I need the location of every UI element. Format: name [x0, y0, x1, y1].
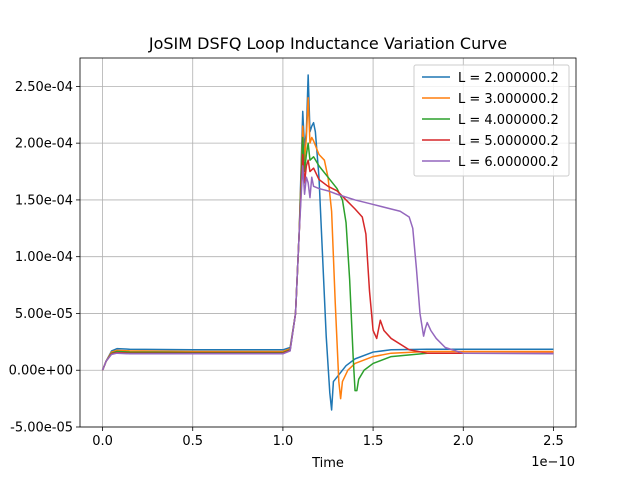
x-tick-label: 0.0 [92, 434, 113, 449]
x-tick-label: 1.0 [273, 434, 294, 449]
y-tick-label: 2.50e-04 [15, 80, 73, 95]
series-line-5 [101, 165, 554, 371]
x-axis-label: Time [311, 456, 344, 471]
x-tick-label: 0.5 [182, 434, 203, 449]
series-line-2 [101, 96, 554, 400]
legend-box [413, 64, 570, 177]
legend-label: L = 6.000000.2 [458, 155, 559, 170]
y-axis-ticks: -5.00e-05 0.00e+00 5.00e-05 1.00e-04 1.50e-0… [9, 80, 80, 436]
x-axis-ticks: 0.0 0.5 1.0 1.5 2.0 2.5 [92, 427, 564, 449]
x-axis-offset-label: 1e−10 [531, 455, 575, 470]
series-line-4 [101, 153, 554, 371]
series-line-1 [101, 74, 554, 411]
y-tick-label: 5.00e-05 [15, 307, 73, 322]
legend-label: L = 2.000000.2 [458, 71, 559, 86]
y-tick-label: 1.50e-04 [15, 193, 73, 208]
x-tick-label: 2.5 [543, 434, 564, 449]
y-tick-label: 2.00e-04 [15, 137, 73, 152]
series-lines [101, 74, 554, 411]
legend-label: L = 4.000000.2 [458, 113, 559, 128]
plot-area-frame [79, 57, 577, 428]
y-tick-label: 0.00e+00 [9, 364, 73, 379]
legend: L = 2.000000.2 L = 3.000000.2 L = 4.000000… [413, 64, 570, 177]
y-tick-label: 1.00e-04 [15, 250, 73, 265]
legend-label: L = 3.000000.2 [458, 92, 559, 107]
legend-label: L = 5.000000.2 [458, 134, 559, 149]
y-tick-label: -5.00e-05 [10, 421, 73, 436]
x-tick-label: 2.0 [453, 434, 474, 449]
x-tick-label: 1.5 [363, 434, 384, 449]
chart-title: JoSIM DSFQ Loop Inductance Variation Cur… [148, 34, 507, 53]
